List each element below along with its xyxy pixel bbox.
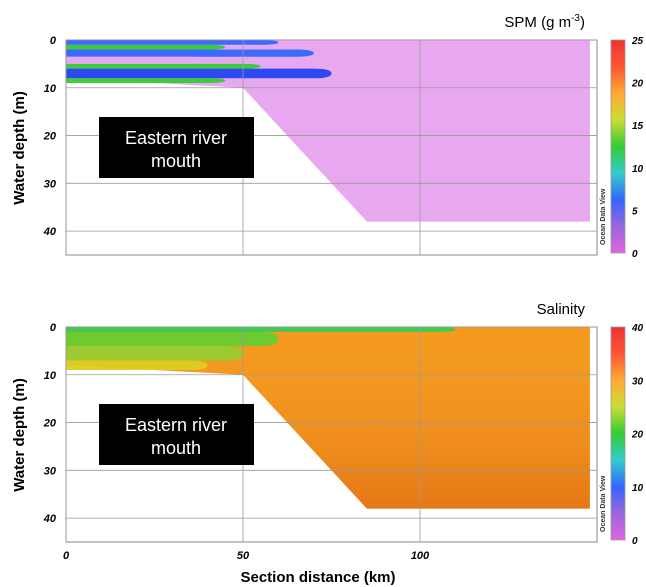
salinity-y-tick-label: 40 bbox=[43, 513, 57, 525]
salinity-colorbar-credit: Ocean Data View bbox=[600, 475, 607, 532]
salinity-annotation-line-2: mouth bbox=[151, 438, 201, 458]
x-axis-label: Section distance (km) bbox=[240, 569, 395, 586]
spm-y-tick-label: 0 bbox=[50, 35, 57, 47]
spm-band-6 bbox=[66, 78, 226, 83]
spm-band-3 bbox=[66, 56, 208, 64]
spm-colorbar-tick-label: 20 bbox=[631, 79, 644, 90]
spm-colorbar-ticks: 0 5 10 15 20 25 bbox=[631, 36, 644, 260]
salinity-x-tick-label: 100 bbox=[411, 550, 430, 562]
spm-annotation-line-1: Eastern river bbox=[125, 128, 227, 148]
spm-annotation: Eastern river mouth bbox=[99, 117, 254, 178]
salinity-x-ticks: 0 50 100 bbox=[63, 550, 430, 562]
salinity-x-tick-label: 0 bbox=[63, 550, 70, 562]
spm-band-1 bbox=[66, 44, 226, 50]
spm-annotation-line-2: mouth bbox=[151, 151, 201, 171]
spm-y-tick-label: 20 bbox=[43, 131, 57, 143]
spm-colorbar: 0 5 10 15 20 25 Ocean Data View bbox=[600, 36, 644, 260]
spm-colorbar-tick-label: 25 bbox=[631, 36, 644, 47]
spm-y-tick-label: 30 bbox=[44, 178, 57, 190]
salinity-y-axis-label: Water depth (m) bbox=[11, 378, 28, 492]
salinity-band-1 bbox=[66, 331, 279, 347]
spm-colorbar-tick-label: 0 bbox=[632, 249, 638, 260]
salinity-data-field bbox=[66, 327, 590, 509]
salinity-band-2 bbox=[66, 346, 243, 361]
salinity-colorbar-ticks: 0 10 20 30 40 bbox=[631, 323, 644, 547]
spm-band-4 bbox=[66, 63, 261, 69]
spm-grid bbox=[65, 39, 597, 255]
spm-annotation-box bbox=[99, 117, 254, 178]
salinity-section-shading bbox=[66, 327, 590, 509]
spm-title: SPM (g m-3) bbox=[504, 13, 585, 31]
salinity-band-0 bbox=[66, 327, 456, 332]
salinity-annotation-line-1: Eastern river bbox=[125, 415, 227, 435]
spm-colorbar-tick-label: 10 bbox=[632, 164, 644, 175]
spm-y-tick-label: 40 bbox=[43, 226, 57, 238]
salinity-y-ticks: 0 10 20 30 40 bbox=[43, 322, 57, 525]
salinity-colorbar-tick-label: 0 bbox=[632, 536, 638, 547]
spm-band-2 bbox=[66, 49, 314, 57]
spm-colorbar-ramp bbox=[610, 39, 626, 254]
spm-y-tick-label: 10 bbox=[44, 83, 57, 95]
salinity-colorbar-tick-label: 30 bbox=[632, 376, 644, 387]
spm-band-5 bbox=[66, 68, 332, 79]
salinity-x-tick-label: 50 bbox=[237, 550, 250, 562]
spm-colorbar-credit: Ocean Data View bbox=[600, 188, 607, 245]
salinity-colorbar-tick-label: 10 bbox=[632, 483, 644, 494]
salinity-colorbar-tick-label: 40 bbox=[631, 323, 644, 334]
salinity-band-3 bbox=[66, 360, 208, 370]
spm-y-ticks: 0 10 20 30 40 bbox=[43, 35, 57, 238]
salinity-grid bbox=[65, 326, 597, 542]
spm-data-field bbox=[66, 40, 590, 222]
salinity-colorbar: 0 10 20 30 40 Ocean Data View bbox=[600, 323, 644, 547]
salinity-y-tick-label: 20 bbox=[43, 418, 57, 430]
spm-band-0 bbox=[66, 40, 279, 45]
salinity-title: Salinity bbox=[537, 301, 586, 318]
spm-section-background bbox=[66, 40, 590, 222]
salinity-y-tick-label: 30 bbox=[44, 465, 57, 477]
spm-y-axis-label: Water depth (m) bbox=[11, 91, 28, 205]
salinity-colorbar-ramp bbox=[610, 326, 626, 541]
salinity-colorbar-tick-label: 20 bbox=[631, 430, 644, 441]
salinity-annotation-box bbox=[99, 404, 254, 465]
salinity-annotation: Eastern river mouth bbox=[99, 404, 254, 465]
spm-colorbar-tick-label: 15 bbox=[632, 121, 644, 132]
salinity-y-tick-label: 0 bbox=[50, 322, 57, 334]
spm-colorbar-tick-label: 5 bbox=[632, 206, 638, 217]
spm-panel: SPM (g m-3) 0 10 20 30 40 Water depth (m) Ea… bbox=[11, 13, 644, 260]
salinity-y-tick-label: 10 bbox=[44, 370, 57, 382]
